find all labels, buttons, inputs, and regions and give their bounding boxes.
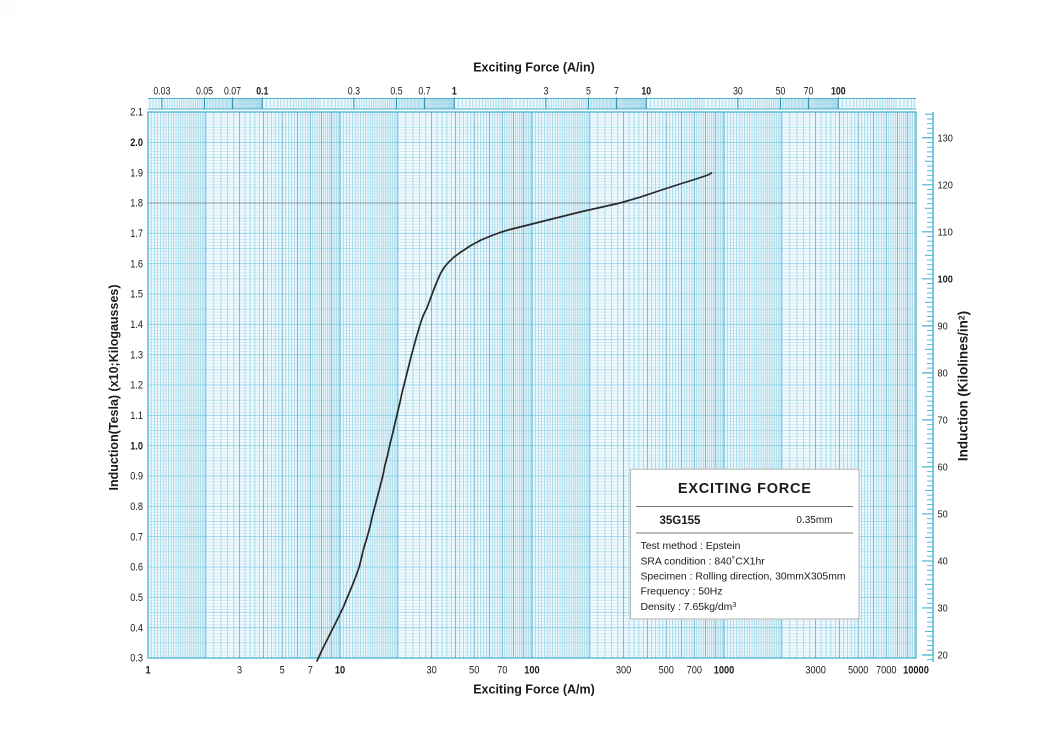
svg-text:10000: 10000 <box>903 665 929 677</box>
svg-text:1000: 1000 <box>714 665 735 677</box>
svg-text:0.03: 0.03 <box>153 86 170 98</box>
svg-text:Induction (Kilolines/in2): Induction (Kilolines/in2) <box>956 311 971 461</box>
svg-text:10: 10 <box>641 86 651 98</box>
svg-text:35G155: 35G155 <box>660 515 702 527</box>
svg-text:1.7: 1.7 <box>130 228 143 240</box>
svg-text:50: 50 <box>938 509 949 520</box>
svg-text:0.05: 0.05 <box>196 86 213 98</box>
svg-text:70: 70 <box>938 415 949 426</box>
svg-text:3: 3 <box>543 86 548 98</box>
svg-text:3: 3 <box>237 665 242 677</box>
svg-text:0.7: 0.7 <box>130 531 143 543</box>
svg-text:120: 120 <box>938 180 954 191</box>
svg-text:Specimen : Rolling direction,: Specimen : Rolling direction, 30mmX305mm <box>641 572 846 583</box>
svg-text:Exciting Force (A/in): Exciting Force (A/in) <box>473 61 595 75</box>
svg-text:Test method : Epstein: Test method : Epstein <box>641 541 741 552</box>
svg-text:1.8: 1.8 <box>130 198 143 210</box>
svg-text:7000: 7000 <box>876 665 897 677</box>
svg-text:0.5: 0.5 <box>390 86 402 98</box>
svg-text:1.0: 1.0 <box>130 440 143 452</box>
svg-text:0.07: 0.07 <box>224 86 241 98</box>
svg-text:1.6: 1.6 <box>130 258 143 270</box>
svg-text:60: 60 <box>938 462 949 473</box>
svg-text:30: 30 <box>426 665 436 677</box>
svg-text:1.1: 1.1 <box>130 410 143 422</box>
svg-text:2.0: 2.0 <box>130 137 143 149</box>
svg-text:0.3: 0.3 <box>348 86 360 98</box>
svg-text:0.3: 0.3 <box>130 653 143 665</box>
svg-text:1.2: 1.2 <box>130 380 143 392</box>
svg-text:30: 30 <box>938 603 949 614</box>
svg-text:1.4: 1.4 <box>130 319 143 331</box>
svg-text:70: 70 <box>804 86 814 98</box>
svg-text:0.9: 0.9 <box>130 471 143 483</box>
svg-text:100: 100 <box>524 665 539 677</box>
svg-text:50: 50 <box>469 665 479 677</box>
svg-text:3000: 3000 <box>805 665 826 677</box>
svg-text:700: 700 <box>687 665 702 677</box>
svg-text:Induction(Tesla) (x10;Kilogaus: Induction(Tesla) (x10;Kilogausses) <box>107 284 121 490</box>
svg-text:0.35mm: 0.35mm <box>796 515 832 526</box>
svg-text:0.1: 0.1 <box>256 86 268 98</box>
svg-text:Exciting Force (A/m): Exciting Force (A/m) <box>473 683 595 697</box>
svg-text:5: 5 <box>586 86 591 98</box>
svg-text:100: 100 <box>938 274 954 285</box>
svg-text:110: 110 <box>938 227 954 238</box>
svg-text:0.7: 0.7 <box>418 86 430 98</box>
svg-text:Density : 7.65kg/dm3: Density : 7.65kg/dm3 <box>641 602 737 613</box>
svg-text:1.9: 1.9 <box>130 167 143 179</box>
svg-text:90: 90 <box>938 321 949 332</box>
svg-text:1.5: 1.5 <box>130 289 143 301</box>
svg-text:40: 40 <box>938 556 949 567</box>
svg-text:7: 7 <box>614 86 619 98</box>
svg-text:0.6: 0.6 <box>130 562 143 574</box>
svg-text:100: 100 <box>831 86 846 98</box>
svg-text:20: 20 <box>938 651 949 662</box>
svg-text:80: 80 <box>938 368 949 379</box>
svg-text:7: 7 <box>308 665 313 677</box>
svg-text:30: 30 <box>733 86 743 98</box>
svg-text:5: 5 <box>280 665 285 677</box>
svg-text:EXCITING FORCE: EXCITING FORCE <box>678 481 812 497</box>
svg-text:1.3: 1.3 <box>130 349 143 361</box>
svg-text:1: 1 <box>452 86 457 98</box>
svg-text:70: 70 <box>497 665 507 677</box>
svg-text:10: 10 <box>335 665 345 677</box>
svg-text:1: 1 <box>145 665 150 677</box>
svg-text:300: 300 <box>616 665 631 677</box>
svg-text:0.5: 0.5 <box>130 592 143 604</box>
svg-text:5000: 5000 <box>848 665 869 677</box>
svg-text:Frequency : 50Hz: Frequency : 50Hz <box>641 587 723 598</box>
svg-text:0.8: 0.8 <box>130 501 143 513</box>
svg-text:50: 50 <box>776 86 786 98</box>
svg-text:130: 130 <box>938 133 954 144</box>
svg-text:2.1: 2.1 <box>130 107 143 119</box>
svg-text:SRA condition : 840˚CX1hr: SRA condition : 840˚CX1hr <box>641 555 766 567</box>
svg-text:0.4: 0.4 <box>130 622 143 634</box>
svg-text:500: 500 <box>659 665 674 677</box>
